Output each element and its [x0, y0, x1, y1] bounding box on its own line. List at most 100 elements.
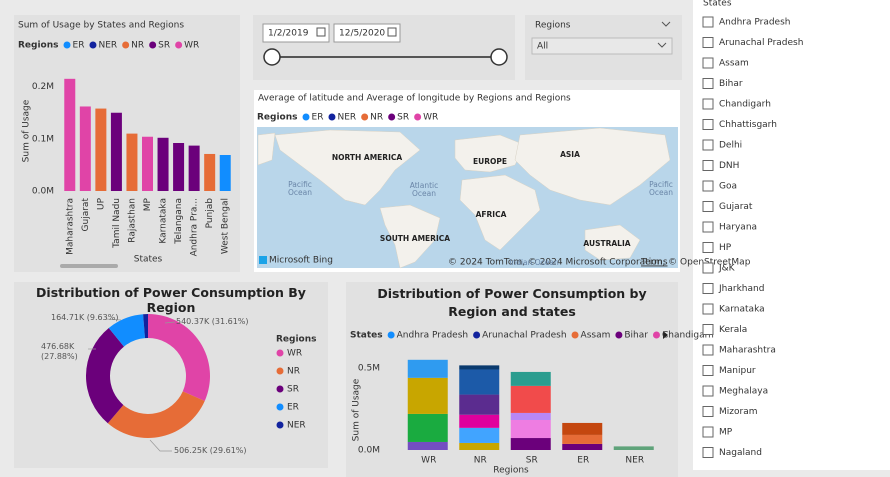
state-option[interactable]: Goa [719, 182, 737, 192]
slider-handle[interactable] [263, 48, 281, 66]
bar-segment [459, 365, 500, 370]
map-brand: Microsoft Bing [269, 256, 333, 266]
y-axis-title: Sum of Usage [22, 99, 32, 162]
legend-marker [387, 331, 395, 339]
state-option[interactable]: HP [719, 243, 732, 253]
legend-marker [276, 349, 284, 357]
legend-label: NR [287, 367, 300, 377]
state-option[interactable]: Andhra Pradesh [719, 18, 790, 28]
state-option[interactable]: Arunachal Pradesh [719, 38, 803, 48]
checkbox[interactable] [702, 180, 714, 192]
legend-title: Regions [276, 335, 317, 345]
checkbox[interactable] [702, 37, 714, 48]
checkbox[interactable] [702, 119, 714, 130]
legend-marker [473, 331, 481, 339]
legend-next[interactable] [663, 331, 668, 339]
x-tick-label: ER [577, 456, 589, 466]
x-tick-label: MP [143, 197, 153, 211]
checkbox[interactable] [702, 160, 714, 171]
x-tick-label: Telangana [174, 198, 184, 245]
state-option[interactable]: Assam [719, 59, 749, 69]
date-box[interactable] [262, 23, 330, 43]
legend-marker [388, 113, 396, 121]
legend-label: Andhra Pradesh [397, 331, 468, 341]
checkbox[interactable] [702, 385, 714, 397]
legend-label: NR [370, 113, 383, 123]
legend-label: NER [337, 113, 356, 123]
slider-handle[interactable] [490, 48, 508, 66]
x-tick-label: Karnataka [159, 198, 169, 244]
checkbox[interactable] [702, 324, 714, 335]
date-box[interactable] [333, 23, 401, 43]
checkbox[interactable] [702, 242, 714, 253]
chevron[interactable] [661, 21, 671, 27]
state-option[interactable]: Bihar [719, 79, 743, 89]
state-option[interactable]: Meghalaya [719, 387, 768, 397]
x-tick-label: Punjab [205, 198, 215, 229]
checkbox[interactable] [702, 221, 714, 233]
date-from[interactable]: 1/2/2019 [268, 29, 309, 39]
date-to[interactable]: 12/5/2020 [339, 29, 385, 39]
chart-title: Distribution of Power Consumption By Reg… [36, 285, 306, 315]
donut-segment [107, 391, 205, 438]
map-label: ASIA [560, 150, 580, 159]
state-option[interactable]: Mizoram [719, 407, 757, 417]
checkbox[interactable] [702, 57, 714, 69]
state-option[interactable]: MP [719, 428, 733, 438]
state-option[interactable]: Chhattisgarh [719, 120, 777, 130]
dropdown[interactable] [531, 37, 673, 55]
legend-label: WR [423, 113, 438, 123]
dropdown-value[interactable]: All [537, 42, 548, 52]
state-option[interactable]: Nagaland [719, 448, 762, 458]
state-option[interactable]: Kerala [719, 325, 747, 335]
checkbox[interactable] [702, 303, 714, 315]
y-tick-label: 0.0M [358, 446, 380, 456]
legend-label: NER [287, 421, 306, 431]
donut-segment [143, 314, 148, 339]
bar-segment [562, 443, 603, 450]
legend-marker [276, 385, 284, 393]
dropdown-label: Regions [535, 21, 571, 31]
checkbox[interactable] [702, 447, 714, 458]
checkbox[interactable] [702, 201, 714, 212]
calendar-icon[interactable] [316, 27, 326, 37]
state-option[interactable]: Gujarat [719, 202, 753, 212]
bar [157, 137, 169, 191]
state-option[interactable]: Chandigarh [719, 100, 771, 110]
bar-segment [459, 369, 500, 395]
checkbox[interactable] [702, 426, 714, 438]
bar-segment [562, 422, 603, 435]
map-label: NORTH AMERICA [331, 153, 403, 162]
calendar-icon[interactable] [387, 27, 397, 37]
bar-segment [510, 419, 551, 439]
x-tick-label: WR [421, 456, 436, 466]
legend-label: SR [287, 385, 299, 395]
legend-title: States [350, 331, 383, 341]
scrollbar[interactable] [60, 264, 118, 268]
checkbox[interactable] [702, 98, 714, 110]
chevron[interactable] [657, 42, 667, 48]
state-option[interactable]: Haryana [719, 223, 757, 233]
state-option[interactable]: Maharashtra [719, 346, 776, 356]
bar-segment [407, 441, 448, 450]
checkbox[interactable] [702, 262, 714, 274]
state-option[interactable]: DNH [719, 161, 739, 171]
x-axis-title: States [134, 255, 163, 265]
legend-marker [328, 113, 336, 121]
x-tick-label: SR [526, 456, 538, 466]
checkbox[interactable] [702, 344, 714, 356]
state-option[interactable]: J&K [718, 264, 736, 274]
checkbox[interactable] [702, 78, 714, 89]
state-option[interactable]: Manipur [719, 366, 756, 376]
checkbox[interactable] [702, 16, 714, 28]
legend-label: ER [287, 403, 299, 413]
state-option[interactable]: Jharkhand [718, 284, 764, 294]
legend-title: Regions [18, 41, 59, 51]
checkbox[interactable] [702, 139, 714, 151]
checkbox[interactable] [702, 365, 714, 376]
checkbox[interactable] [702, 283, 714, 294]
checkbox[interactable] [702, 406, 714, 417]
state-option[interactable]: Delhi [719, 141, 742, 151]
state-option[interactable]: Karnataka [719, 305, 765, 315]
x-tick-label: Andhra Pra... [190, 198, 200, 256]
